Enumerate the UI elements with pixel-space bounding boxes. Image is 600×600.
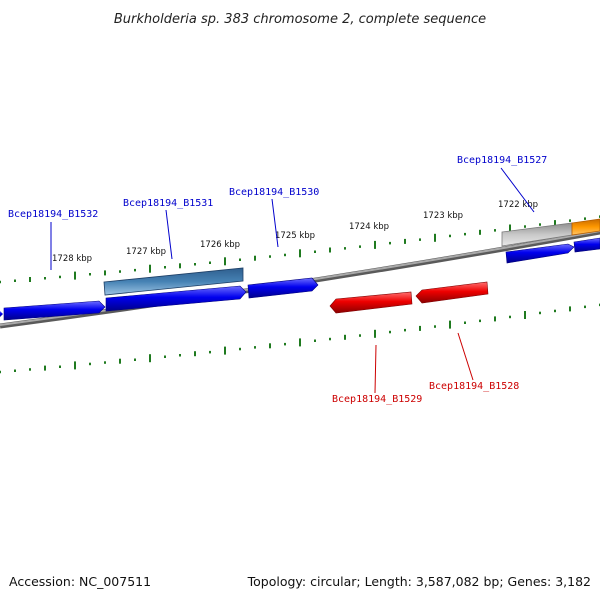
scale-label-1724: 1724 kbp [349, 222, 389, 232]
label-group-b1530[interactable]: Bcep18194_B1530 [229, 187, 319, 248]
gene-label-b1532[interactable]: Bcep18194_B1532 [8, 209, 98, 220]
gene-label-b1527[interactable]: Bcep18194_B1527 [457, 155, 547, 166]
gene-bcep18194-b1529[interactable] [329, 291, 413, 314]
gene-label-b1531[interactable]: Bcep18194_B1531 [123, 198, 213, 209]
accession-text: Accession: NC_007511 [9, 574, 151, 589]
label-group-b1528[interactable]: Bcep18194_B1528 [429, 332, 519, 392]
scale-label-1727: 1727 kbp [126, 247, 166, 257]
gene-label-b1529[interactable]: Bcep18194_B1529 [332, 394, 422, 405]
scale-label-1728: 1728 kbp [52, 254, 92, 264]
gene-bcep18194-b1532[interactable] [0, 300, 106, 321]
scale-label-1726: 1726 kbp [200, 240, 240, 250]
scale-labels: 1722 kbp 1723 kbp 1724 kbp 1725 kbp 1726… [52, 200, 538, 264]
inner-scale-track [0, 303, 600, 374]
map-title: Burkholderia sp. 383 chromosome 2, compl… [114, 12, 486, 27]
gene-bcep18194-b1528[interactable] [415, 281, 489, 304]
scale-label-1723: 1723 kbp [423, 211, 463, 221]
label-group-b1527[interactable]: Bcep18194_B1527 [457, 155, 547, 213]
orange-feature[interactable] [571, 218, 600, 236]
gene-bcep18194-b1527[interactable] [505, 237, 600, 264]
scale-label-1725: 1725 kbp [275, 231, 315, 241]
gene-bcep18194-b1530[interactable] [247, 277, 319, 299]
gene-bcep18194-b1531-highlight[interactable] [103, 267, 244, 296]
label-group-b1532[interactable]: Bcep18194_B1532 [8, 209, 98, 270]
gene-label-b1528[interactable]: Bcep18194_B1528 [429, 381, 519, 392]
scale-label-1722: 1722 kbp [498, 200, 538, 210]
label-group-b1531[interactable]: Bcep18194_B1531 [123, 198, 213, 260]
gene-bcep18194-b1531[interactable] [105, 285, 247, 312]
label-group-b1529[interactable]: Bcep18194_B1529 [332, 344, 422, 405]
gene-label-b1530[interactable]: Bcep18194_B1530 [229, 187, 319, 198]
genome-summary-text: Topology: circular; Length: 3,587,082 bp… [247, 574, 591, 589]
outer-scale-track [0, 215, 600, 284]
